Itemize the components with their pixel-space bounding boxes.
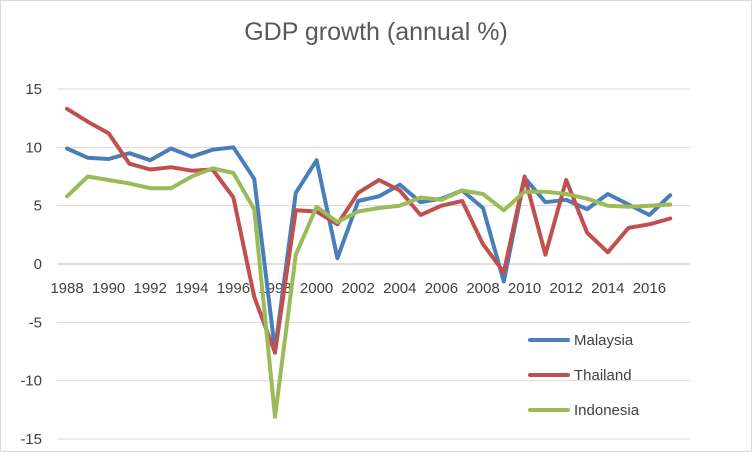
x-tick-label: 1988 xyxy=(50,280,83,297)
x-tick-label: 2004 xyxy=(383,280,416,297)
y-tick-label: 10 xyxy=(25,139,42,156)
y-tick-label: -5 xyxy=(29,314,42,331)
y-axis-tick-labels: -15 -10 -5 0 5 10 15 xyxy=(20,81,42,448)
legend-label: Malaysia xyxy=(574,332,634,349)
x-tick-label: 1990 xyxy=(92,280,125,297)
x-tick-label: 1996 xyxy=(217,280,250,297)
legend: Malaysia Thailand Indonesia xyxy=(528,332,640,419)
legend-item-malaysia: Malaysia xyxy=(528,332,634,349)
x-tick-label: 2006 xyxy=(425,280,458,297)
legend-item-indonesia: Indonesia xyxy=(528,402,640,419)
legend-label: Indonesia xyxy=(574,402,640,419)
x-tick-label: 2012 xyxy=(550,280,583,297)
x-axis-tick-labels: 1988 1990 1992 1994 1996 1998 2000 2002 2004 2006… xyxy=(50,280,666,297)
y-tick-label: -10 xyxy=(20,373,42,390)
chart-title: GDP growth (annual %) xyxy=(244,18,508,46)
x-tick-label: 2002 xyxy=(342,280,375,297)
legend-label: Thailand xyxy=(574,367,632,384)
y-tick-label: -15 xyxy=(20,431,42,448)
x-tick-label: 2016 xyxy=(633,280,666,297)
x-tick-label: 2008 xyxy=(466,280,499,297)
x-tick-label: 2010 xyxy=(508,280,541,297)
series-line-thailand xyxy=(65,106,673,355)
x-tick-label: 2014 xyxy=(591,280,624,297)
x-tick-label: 1992 xyxy=(134,280,167,297)
series-line-indonesia xyxy=(65,166,673,419)
y-tick-label: 5 xyxy=(34,198,42,215)
series-lines xyxy=(65,106,673,419)
legend-item-thailand: Thailand xyxy=(528,367,632,384)
series-line-malaysia xyxy=(65,145,673,353)
y-tick-label: 15 xyxy=(25,81,42,98)
x-tick-label: 1994 xyxy=(175,280,208,297)
x-tick-label: 2000 xyxy=(300,280,333,297)
y-tick-label: 0 xyxy=(34,256,42,273)
